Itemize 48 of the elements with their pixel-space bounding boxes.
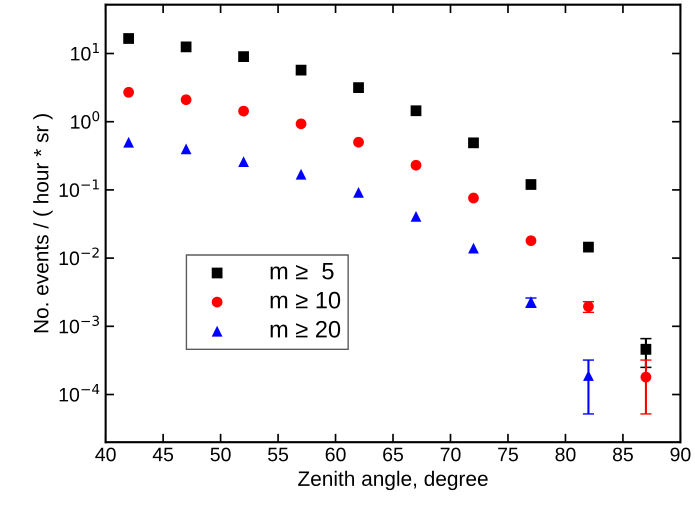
x-tick-label: 85 <box>612 448 633 462</box>
point <box>238 156 249 167</box>
point <box>468 242 479 254</box>
y-tick-label: 10$^{−4}$ <box>60 384 100 402</box>
x-tick-label: 70 <box>440 448 461 462</box>
x-tick-label: 55 <box>268 448 288 462</box>
y-tick-label: 10$^{−2}$ <box>60 247 99 266</box>
point <box>583 242 594 252</box>
point <box>180 143 192 154</box>
point <box>353 187 364 198</box>
point <box>640 372 652 382</box>
point <box>180 42 192 52</box>
x-axis-title: Zenith angle, degree <box>298 470 488 490</box>
point <box>526 179 536 190</box>
point <box>526 235 536 246</box>
point <box>296 168 306 180</box>
x-tick-label: 90 <box>670 448 690 462</box>
point <box>353 136 364 148</box>
y-axis-title: No. events / ( hour * sr ) <box>33 114 53 332</box>
x-tick-label: 40 <box>95 448 116 462</box>
y-tick-label: 10$^{−3}$ <box>60 316 99 334</box>
legend-label: m ≥ 5 <box>270 262 334 280</box>
x-tick-label: 80 <box>555 448 576 462</box>
y-tick-label: 10$^{0}$ <box>71 111 100 129</box>
point <box>468 137 479 148</box>
point <box>296 118 306 130</box>
point <box>640 344 652 355</box>
point <box>410 160 422 171</box>
point <box>180 94 192 106</box>
legend-label: m ≥ 20 <box>270 320 340 338</box>
x-tick-label: 50 <box>210 448 231 462</box>
point <box>238 51 249 62</box>
y-tick-label: 10$^{−1}$ <box>60 179 99 198</box>
x-tick-label: 75 <box>498 448 518 462</box>
x-tick-label: 65 <box>383 448 404 462</box>
point <box>238 106 249 116</box>
point <box>123 136 134 148</box>
point <box>296 64 306 76</box>
point <box>353 82 364 94</box>
point <box>410 105 422 116</box>
legend-label: m ≥ 10 <box>270 292 340 309</box>
point <box>123 86 134 98</box>
point <box>468 192 479 204</box>
x-tick-label: 60 <box>326 448 346 462</box>
x-tick-label: 45 <box>152 448 174 462</box>
point <box>123 33 134 44</box>
point <box>410 210 422 222</box>
y-tick-label: 10$^{1}$ <box>71 43 99 61</box>
